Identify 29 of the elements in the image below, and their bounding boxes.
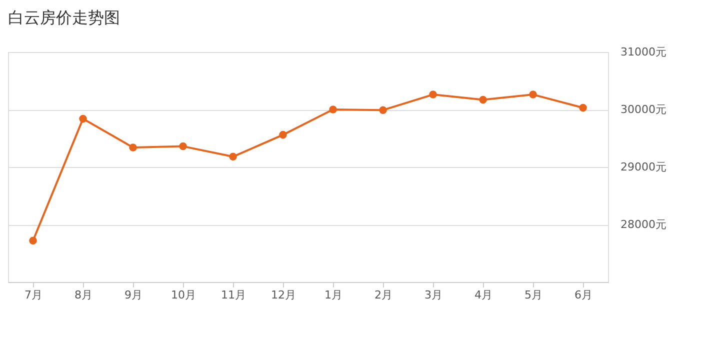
point: [329, 106, 337, 114]
point: [479, 96, 487, 104]
point: [179, 142, 187, 150]
point: [229, 152, 237, 161]
x-tick-label: 12月: [271, 288, 296, 302]
point: [79, 114, 87, 123]
x-tick-label: 3月: [424, 288, 442, 302]
point: [129, 144, 137, 152]
point: [579, 104, 587, 112]
x-tick-label: 9月: [124, 288, 142, 302]
x-tick-label: 8月: [74, 288, 92, 302]
y-tick-label: 31000元: [620, 46, 666, 58]
point: [29, 236, 37, 244]
x-tick-label: 7月: [24, 288, 42, 302]
x-tick-label: 2月: [374, 288, 392, 302]
x-tick-label: 6月: [574, 288, 592, 302]
x-tick-label: 1月: [324, 288, 342, 302]
point: [379, 106, 387, 114]
x-tick-label: 10月: [171, 288, 196, 302]
x-tick-label: 5月: [524, 288, 542, 302]
y-tick-label: 30000元: [620, 103, 666, 116]
y-tick-label: 29000元: [620, 160, 666, 174]
point: [529, 90, 537, 98]
x-tick-label: 4月: [474, 288, 492, 302]
point: [429, 90, 437, 98]
y-tick-label: 28000元: [620, 218, 666, 231]
x-tick-label: 11月: [221, 288, 246, 302]
point: [279, 130, 287, 139]
chart-title: 白云房价走势图: [8, 8, 120, 27]
